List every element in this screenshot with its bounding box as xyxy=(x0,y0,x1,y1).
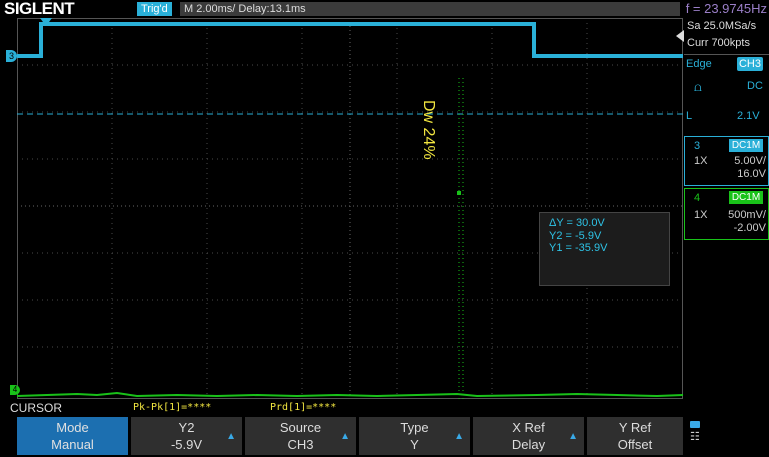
ch3-offset-marker[interactable]: 3 xyxy=(6,50,17,62)
ch3-scale: 5.00V/ xyxy=(734,155,766,167)
softkey-type-label: Type xyxy=(400,420,429,435)
top-status-bar: SIGLENT Trig'd M 2.00ms/ Delay:13.1ms f … xyxy=(0,0,769,18)
ch3-number: 3 xyxy=(694,140,701,152)
softkey-source[interactable]: Source CH3 ▲ xyxy=(245,417,356,455)
y1-value: Y1 = -35.9V xyxy=(549,242,608,254)
ch4-offset-marker[interactable]: 4 xyxy=(10,385,20,395)
trigger-source-badge[interactable]: CH3 xyxy=(737,57,763,71)
rising-edge-icon: ⩍ xyxy=(694,80,702,94)
softkey-y-ref-value: Offset xyxy=(617,437,653,452)
softkey-type[interactable]: Type Y ▲ xyxy=(359,417,470,455)
softkey-mode[interactable]: Mode Manual xyxy=(17,417,128,455)
softkey-y-ref-label: Y Ref xyxy=(618,420,652,435)
ch4-scale: 500mV/ xyxy=(728,209,766,221)
ch4-info-block[interactable]: 4 DC1M 1X 500mV/ -2.00V xyxy=(684,188,769,240)
ch3-probe: 1X xyxy=(694,155,708,167)
cursor-measurement-box: ΔY = 30.0V Y2 = -5.9V Y1 = -35.9V xyxy=(539,212,670,286)
trigger-level-label: L xyxy=(686,110,693,122)
network-icon: ☷ xyxy=(690,421,706,451)
ch4-coupling-badge: DC1M xyxy=(729,191,763,204)
ch3-coupling-badge: DC1M xyxy=(729,139,763,152)
ch3-info-block[interactable]: 3 DC1M 1X 5.00V/ 16.0V xyxy=(684,136,769,186)
softkey-x-ref[interactable]: X Ref Delay ▲ xyxy=(473,417,584,455)
trigger-level-value[interactable]: 2.1V xyxy=(737,110,760,122)
ch4-probe: 1X xyxy=(694,209,708,221)
up-arrow-icon: ▲ xyxy=(568,431,578,442)
dw-measurement-label: Dw 24% xyxy=(420,100,437,160)
ch4-waveform xyxy=(16,391,684,398)
pkpk-measurement: Pk-Pk[1]=**** xyxy=(133,402,212,413)
trigger-coupling[interactable]: DC xyxy=(747,80,763,92)
ch3-offset: 16.0V xyxy=(737,168,766,180)
softkey-mode-label: Mode xyxy=(56,420,89,435)
sample-rate: Sa 25.0MSa/s xyxy=(687,20,757,32)
waveform-display[interactable]: Dw 24% xyxy=(16,18,684,399)
ch4-offset: -2.00V xyxy=(733,222,766,234)
waveform-canvas xyxy=(16,18,684,399)
frequency-readout: f = 23.9745Hz xyxy=(685,1,767,16)
delta-y-value: ΔY = 30.0V xyxy=(549,217,605,229)
timebase-readout[interactable]: M 2.00ms/ Delay:13.1ms xyxy=(180,2,680,16)
memory-depth: Curr 700kpts xyxy=(687,37,750,49)
siglent-logo: SIGLENT xyxy=(4,0,75,18)
up-arrow-icon: ▲ xyxy=(340,431,350,442)
period-measurement: Prd[1]=**** xyxy=(270,402,337,413)
softkey-source-value: CH3 xyxy=(287,437,314,452)
ch3-waveform xyxy=(17,22,683,58)
softkey-mode-value: Manual xyxy=(51,437,94,452)
softkey-x-ref-label: X Ref xyxy=(512,420,545,435)
side-info-panel: Sa 25.0MSa/s Curr 700kpts Edge CH3 ⩍ DC … xyxy=(684,18,769,399)
up-arrow-icon: ▲ xyxy=(226,431,236,442)
softkey-y2-label: Y2 xyxy=(178,420,195,435)
softkey-source-label: Source xyxy=(279,420,322,435)
softkey-y-ref[interactable]: Y Ref Offset xyxy=(587,417,683,455)
menu-title: CURSOR xyxy=(10,401,63,415)
softkey-type-value: Y xyxy=(410,437,419,452)
softkey-y2[interactable]: Y2 -5.9V ▲ xyxy=(131,417,242,455)
trigger-level-arrow[interactable] xyxy=(676,30,684,42)
trigger-position-marker[interactable] xyxy=(40,18,52,26)
softkey-y2-value: -5.9V xyxy=(170,437,203,452)
softkey-x-ref-value: Delay xyxy=(511,437,546,452)
y2-value: Y2 = -5.9V xyxy=(549,229,602,242)
bottom-menu-area: CURSOR Pk-Pk[1]=**** Prd[1]=**** Mode Ma… xyxy=(0,399,769,457)
ch4-number: 4 xyxy=(694,192,701,204)
trigger-status-badge: Trig'd xyxy=(137,2,172,16)
trigger-type[interactable]: Edge xyxy=(686,58,712,70)
up-arrow-icon: ▲ xyxy=(454,431,464,442)
